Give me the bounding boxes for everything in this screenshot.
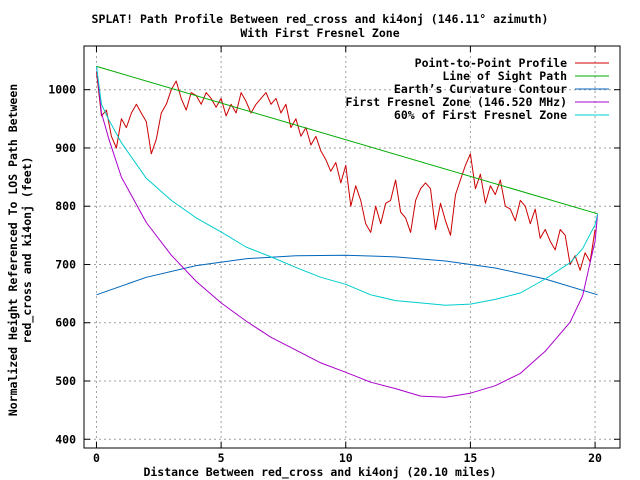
y-tick-label: 1000 xyxy=(48,83,76,97)
x-axis-label: Distance Between red_cross and ki4onj (2… xyxy=(143,465,497,479)
y-tick-label: 400 xyxy=(55,432,76,446)
series-layer xyxy=(96,65,599,398)
series-line-first-fresnel-zone-146-520-mhz xyxy=(96,66,599,398)
series-line-point-to-point-profile xyxy=(96,72,596,271)
y-tick-label: 800 xyxy=(55,199,76,213)
chart-subtitle: With First Fresnel Zone xyxy=(240,26,400,40)
y-axis-label: Normalized Height Referenced To LOS Path… xyxy=(6,70,46,430)
y-tick-label: 600 xyxy=(55,316,76,330)
y-axis-label-line1: Normalized Height Referenced To LOS Path… xyxy=(6,83,20,417)
legend-entry-label: Earth’s Curvature Contour xyxy=(394,82,567,96)
legend-entry-label: Point-to-Point Profile xyxy=(415,56,567,70)
legend-entry-label: Line of Sight Path xyxy=(442,69,567,83)
y-tick-label: 700 xyxy=(55,257,76,271)
legend-entry-label: First Fresnel Zone (146.520 MHz) xyxy=(345,95,567,109)
x-tick-label: 5 xyxy=(218,451,225,465)
x-tick-label: 20 xyxy=(588,451,602,465)
series-line-60-of-first-fresnel-zone xyxy=(96,66,599,306)
y-tick-label: 500 xyxy=(55,374,76,388)
series-line-earth-s-curvature-contour xyxy=(96,254,598,296)
x-tick-label: 0 xyxy=(93,451,100,465)
grid-lines xyxy=(84,46,620,448)
series-line-line-of-sight-path xyxy=(96,65,598,215)
y-tick-label: 900 xyxy=(55,141,76,155)
plot-frame xyxy=(83,45,621,449)
y-axis-label-line2: red_cross and ki4onj (feet) xyxy=(20,156,34,344)
axis-ticks: 0 5 10 15 20 400 500 600 700 800 900 1000 xyxy=(48,46,620,465)
legend-entry-label: 60% of First Fresnel Zone xyxy=(394,108,567,122)
x-tick-label: 15 xyxy=(463,451,477,465)
x-tick-label: 10 xyxy=(339,451,353,465)
chart-title: SPLAT! Path Profile Between red_cross an… xyxy=(91,12,549,26)
